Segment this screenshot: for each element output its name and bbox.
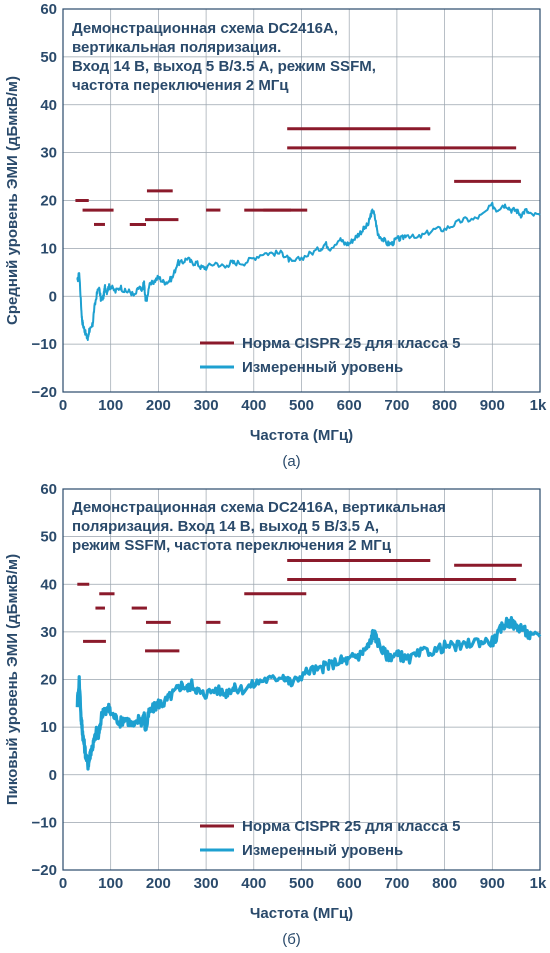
x-tick-label: 600 — [337, 397, 362, 414]
y-tick-label: 20 — [40, 193, 57, 210]
x-tick-label: 800 — [432, 397, 457, 414]
legend-label: Измеренный уровень — [242, 842, 403, 859]
legend-label: Норма CISPR 25 для класса 5 — [242, 335, 460, 352]
y-tick-label: 0 — [49, 288, 57, 305]
x-tick-label: 500 — [289, 875, 314, 892]
x-tick-label: 400 — [241, 875, 266, 892]
plot-frame — [62, 488, 541, 871]
y-tick-label: 30 — [40, 624, 57, 641]
x-tick-label: 1k — [530, 397, 547, 414]
y-tick-label: 30 — [40, 145, 57, 162]
plot-frame — [62, 8, 541, 393]
x-tick-label: 100 — [98, 397, 123, 414]
y-tick-label: 10 — [40, 719, 57, 736]
x-tick-label: 900 — [480, 875, 505, 892]
y-tick-label: −10 — [32, 814, 57, 831]
x-tick-label: 400 — [241, 397, 266, 414]
annotation-line: поляризация. Вход 14 В, выход 5 В/3.5 А, — [72, 518, 379, 535]
annotation-line: вертикальная поляризация. — [72, 39, 281, 56]
y-tick-label: 20 — [40, 672, 57, 689]
x-tick-label: 200 — [146, 397, 171, 414]
annotation-line: Демонстрационная схема DC2416A, — [72, 20, 338, 37]
x-tick-label: 700 — [384, 875, 409, 892]
annotation-line: режим SSFM, частота переключения 2 МГц — [72, 537, 392, 554]
legend-label: Измеренный уровень — [242, 359, 403, 376]
x-tick-label: 900 — [480, 397, 505, 414]
measured-trace — [75, 616, 542, 771]
x-tick-label: 200 — [146, 875, 171, 892]
annotation-line: Вход 14 В, выход 5 В/3.5 А, режим SSFM, — [72, 58, 376, 75]
y-tick-label: 40 — [40, 576, 57, 593]
x-tick-label: 300 — [194, 875, 219, 892]
annotation-line: частота переключения 2 МГц — [72, 77, 289, 94]
x-tick-label: 100 — [98, 875, 123, 892]
y-axis-label: Средний уровень ЭМИ (дБмкВ/м) — [4, 76, 21, 325]
x-axis-label: Частота (МГц) — [250, 427, 353, 444]
y-tick-label: 50 — [40, 529, 57, 546]
measured-trace — [76, 201, 541, 341]
y-tick-label: 50 — [40, 49, 57, 66]
x-tick-label: 500 — [289, 397, 314, 414]
x-tick-label: 600 — [337, 875, 362, 892]
y-tick-label: −10 — [32, 336, 57, 353]
y-tick-label: 60 — [40, 1, 57, 18]
annotation-line: Демонстрационная схема DC2416A, вертикал… — [72, 499, 446, 516]
y-tick-label: 60 — [40, 481, 57, 498]
y-tick-label: −20 — [32, 862, 57, 879]
y-axis-label: Пиковый уровень ЭМИ (дБмкВ/м) — [4, 554, 21, 805]
x-tick-label: 300 — [194, 397, 219, 414]
x-tick-label: 800 — [432, 875, 457, 892]
chart-caption: (б) — [282, 931, 301, 948]
x-tick-label: 0 — [59, 397, 67, 414]
legend-label: Норма CISPR 25 для класса 5 — [242, 818, 460, 835]
y-tick-label: 10 — [40, 240, 57, 257]
y-tick-label: 0 — [49, 767, 57, 784]
y-tick-label: 40 — [40, 97, 57, 114]
x-tick-label: 700 — [384, 397, 409, 414]
chart-caption: (a) — [282, 453, 300, 470]
y-tick-label: −20 — [32, 384, 57, 401]
x-tick-label: 1k — [530, 875, 547, 892]
x-tick-label: 0 — [59, 875, 67, 892]
x-axis-label: Частота (МГц) — [250, 905, 353, 922]
